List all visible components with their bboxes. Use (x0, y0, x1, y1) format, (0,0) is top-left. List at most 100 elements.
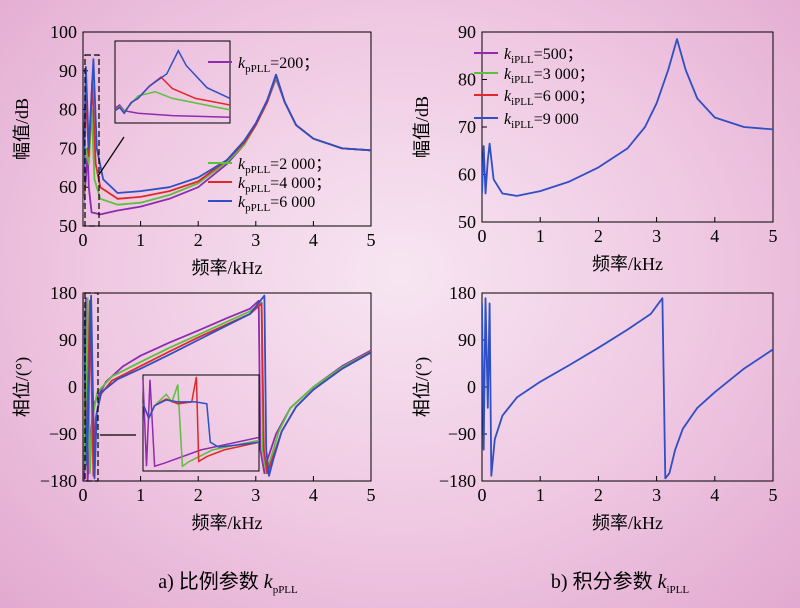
y-tick-label: 100 (50, 22, 77, 42)
x-tick-label: 0 (79, 485, 88, 505)
x-tick-label: 1 (136, 230, 145, 250)
x-tick-label: 1 (136, 485, 145, 505)
y-tick-label: 70 (458, 117, 476, 137)
y-tick-label: 50 (458, 212, 476, 232)
y-axis-label: 相位/(°) (12, 357, 33, 417)
y-tick-label: 60 (458, 165, 476, 185)
inset-frame (114, 40, 231, 124)
y-tick-label: 180 (50, 283, 77, 303)
y-tick-label: −90 (49, 424, 77, 444)
x-tick-label: 2 (594, 226, 603, 246)
legend-label: kpPLL=4 000； (238, 175, 331, 195)
plot-frame (481, 292, 774, 482)
y-tick-label: 90 (59, 330, 77, 350)
zoom-pointer (97, 136, 125, 177)
legend-item: kiPLL=9 000 (474, 111, 579, 131)
x-axis-label: 频率/kHz (192, 513, 263, 533)
legend-label: kiPLL=500； (504, 46, 583, 66)
legend-label: kpPLL=200； (238, 55, 319, 75)
amplitude-chart-kp: 0 1 2 3 4 5 50 60 70 80 90 100 频率/kHz 幅值/dB kpPLL=200；… (12, 22, 376, 278)
series-group (482, 38, 773, 197)
y-axis-label: 幅值/dB (412, 96, 432, 158)
legend-label: kpPLL=2 000； (238, 156, 331, 176)
zoom-inset (142, 374, 260, 472)
y-tick-label: 70 (59, 138, 77, 158)
x-tick-label: 5 (769, 226, 778, 246)
series-line-4 (83, 294, 371, 480)
caption-b: b) 积分参数 kiPLL (551, 570, 689, 596)
x-tick-label: 5 (769, 485, 778, 505)
legend-label: kiPLL=3 000； (504, 66, 595, 86)
x-tick-label: 1 (536, 485, 545, 505)
y-axis-label: 相位/(°) (412, 357, 433, 417)
inset-series-line-3 (114, 76, 231, 115)
series-line-2 (83, 297, 371, 475)
x-tick-label: 5 (367, 230, 376, 250)
phase-chart-ki: 0 1 2 3 4 5 −180 −90 0 90 180 频率/kHz 相位/(°) (412, 283, 778, 533)
legend-label: kiPLL=9 000 (504, 111, 579, 131)
x-tick-label: 3 (652, 485, 661, 505)
x-axis-label: 频率/kHz (192, 258, 263, 278)
series-group (482, 297, 773, 480)
y-tick-label: −180 (439, 471, 476, 491)
x-tick-label: 1 (536, 226, 545, 246)
y-tick-label: 90 (458, 330, 476, 350)
x-tick-label: 3 (251, 485, 260, 505)
y-tick-label: 80 (59, 100, 77, 120)
legend-label: kpPLL=6 000 (238, 194, 315, 214)
amplitude-chart-ki: 0 1 2 3 4 55060708090频率/kHz幅值/dBkiPLL=500；kiP… (412, 22, 778, 274)
x-tick-label: 3 (251, 230, 260, 250)
y-tick-label: 90 (59, 61, 77, 81)
series-line-1 (482, 38, 773, 197)
legend-item: kpPLL=200； (208, 55, 319, 75)
y-tick-label: 0 (467, 377, 476, 397)
inset-series-line-3 (142, 376, 260, 463)
x-tick-label: 0 (79, 230, 88, 250)
y-tick-label: 0 (68, 377, 77, 397)
x-tick-label: 4 (309, 230, 318, 250)
y-tick-label: 80 (458, 70, 476, 90)
x-tick-label: 2 (194, 485, 203, 505)
inset-frame (142, 374, 260, 472)
x-tick-label: 3 (652, 226, 661, 246)
series-group (83, 294, 371, 481)
phase-chart-kp: 0 1 2 3 4 5 −180 −90 0 90 180 频率/kHz 相位/(°) (12, 283, 376, 533)
y-axis-label: 幅值/dB (12, 98, 32, 160)
series-group (83, 58, 371, 216)
legend-label: kiPLL=6 000； (504, 88, 595, 108)
inset-series-line-4 (142, 399, 260, 448)
x-tick-label: 2 (194, 230, 203, 250)
inset-series-line-1 (142, 379, 260, 468)
legend-item: kiPLL=3 000； (474, 66, 595, 86)
x-tick-label: 5 (367, 485, 376, 505)
x-axis-label: 频率/kHz (592, 254, 663, 274)
y-tick-label: 90 (458, 22, 476, 42)
series-line-4 (83, 58, 371, 196)
series-line-1 (83, 77, 371, 216)
inset-series-line-1 (114, 103, 231, 119)
y-tick-label: 50 (59, 216, 77, 236)
zoom-region (84, 54, 100, 227)
inset-series-line-2 (142, 384, 260, 468)
zoom-region (84, 292, 99, 482)
y-tick-label: 180 (449, 283, 476, 303)
legend-item: kpPLL=4 000； (208, 175, 331, 195)
x-tick-label: 0 (478, 485, 487, 505)
x-axis-label: 频率/kHz (592, 513, 663, 533)
x-tick-label: 4 (309, 485, 318, 505)
x-tick-label: 4 (710, 485, 719, 505)
x-tick-label: 0 (478, 226, 487, 246)
legend-item: kpPLL=2 000； (208, 156, 331, 176)
caption-a: a) 比例参数 kpPLL (158, 570, 298, 596)
plot-frame (82, 31, 372, 227)
zoom-inset (114, 40, 231, 124)
series-line-1 (482, 297, 773, 480)
legend-item: kiPLL=500； (474, 46, 583, 66)
inset-series-line-4 (114, 49, 231, 115)
x-tick-label: 2 (594, 485, 603, 505)
y-tick-label: −90 (448, 424, 476, 444)
legend-item: kpPLL=6 000 (208, 194, 315, 214)
legend-item: kiPLL=6 000； (474, 88, 595, 108)
y-tick-label: 60 (59, 177, 77, 197)
